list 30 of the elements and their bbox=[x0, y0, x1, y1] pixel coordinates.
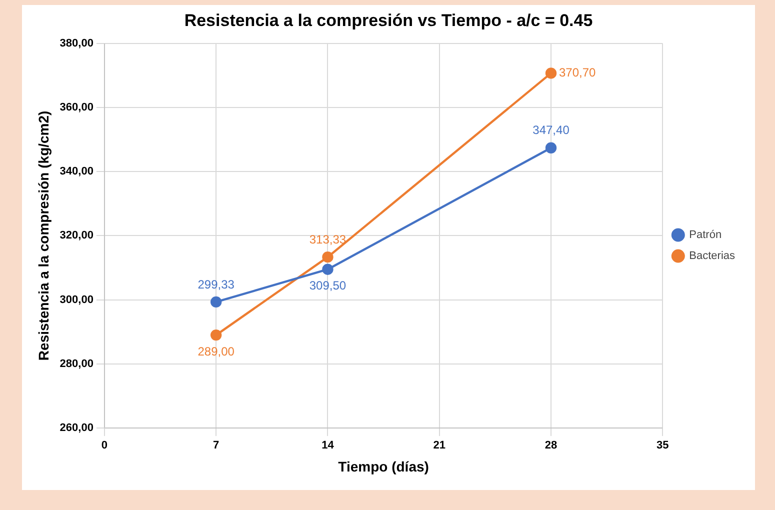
data-label: 309,50 bbox=[309, 278, 346, 293]
y-tick-label: 260,00 bbox=[60, 422, 94, 434]
point bbox=[545, 142, 557, 154]
x-axis-title: Tiempo (días) bbox=[338, 458, 429, 474]
y-tick-label: 340,00 bbox=[60, 166, 94, 178]
data-label: 347,40 bbox=[532, 123, 570, 138]
x-tick-label: 28 bbox=[544, 440, 558, 452]
y-axis-title: Resistencia a la compresión (kg/cm2) bbox=[35, 110, 52, 361]
chart-title: Resistencia a la compresión vs Tiempo - a/c = 0.45 bbox=[184, 10, 593, 30]
legend-label: Bacterias bbox=[689, 250, 736, 262]
data-label: 289,00 bbox=[198, 344, 235, 358]
y-tick-label: 320,00 bbox=[60, 230, 94, 242]
data-label: 299,33 bbox=[198, 277, 235, 292]
point bbox=[210, 296, 222, 308]
data-label: 370,70 bbox=[559, 66, 596, 80]
point bbox=[210, 329, 222, 341]
point bbox=[322, 251, 334, 263]
legend-label: Patrón bbox=[689, 229, 722, 242]
x-tick-label: 0 bbox=[101, 440, 108, 452]
x-tick-label: 35 bbox=[656, 440, 669, 452]
x-tick-label: 21 bbox=[433, 440, 446, 452]
point bbox=[545, 68, 557, 79]
y-tick-label: 380,00 bbox=[60, 37, 94, 50]
x-tick-label: 7 bbox=[213, 440, 220, 452]
point bbox=[322, 264, 334, 275]
y-tick-label: 360,00 bbox=[60, 102, 94, 114]
y-tick-label: 280,00 bbox=[60, 358, 94, 370]
data-label: 313,33 bbox=[309, 232, 346, 246]
y-tick-label: 300,00 bbox=[60, 294, 94, 306]
x-tick-label: 14 bbox=[322, 440, 335, 452]
